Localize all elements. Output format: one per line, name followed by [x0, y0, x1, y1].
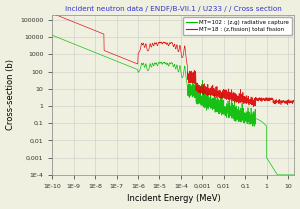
X-axis label: Incident Energy (MeV): Incident Energy (MeV) [127, 194, 220, 203]
Legend: MT=102 : (z,g) radiative capture, MT=18 : (z,fission) total fission: MT=102 : (z,g) radiative capture, MT=18 … [183, 18, 292, 35]
Title: Incident neutron data / ENDF/B-VII.1 / U233 / / Cross section: Incident neutron data / ENDF/B-VII.1 / U… [65, 6, 282, 11]
Y-axis label: Cross-section (b): Cross-section (b) [6, 59, 15, 130]
